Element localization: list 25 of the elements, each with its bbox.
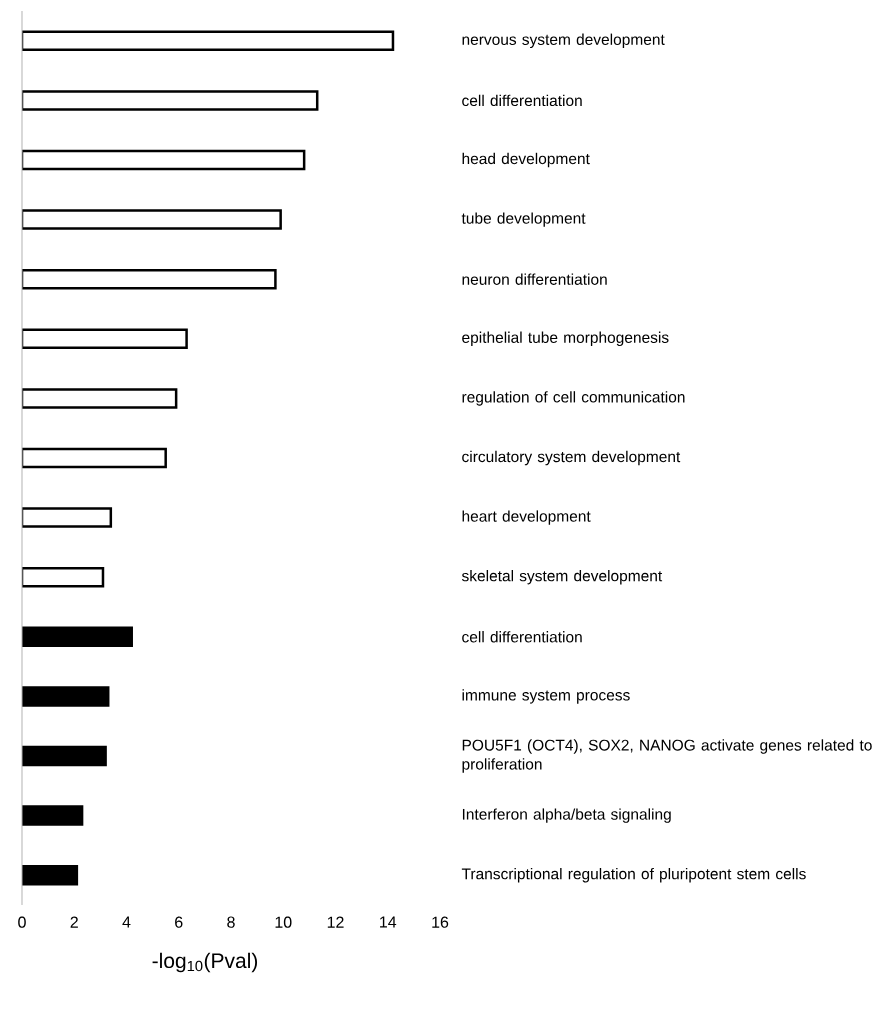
y-tick-label: heart development	[462, 510, 591, 525]
y-tick-label: nervous system development	[462, 33, 665, 49]
x-tick-label: 12	[327, 916, 344, 928]
y-tick-label: tube development	[461, 212, 586, 227]
y-tick-label: POU5F1 (OCT4), SOX2, NANOG activate genes related to proliferation	[462, 739, 872, 773]
y-tick-label: neuron differentiation	[462, 273, 607, 285]
y-tick-label: epithelial tube morphogenesis	[462, 331, 669, 347]
y-tick-label: circulatory system development	[462, 450, 681, 466]
y-tick-label: cell differentiation	[462, 94, 582, 107]
x-tick-label: 10	[275, 916, 292, 928]
x-tick-label: 4	[122, 916, 131, 928]
y-tick-label: Interferon alpha/beta signaling	[463, 808, 671, 823]
x-tick-label: 0	[18, 916, 26, 928]
x-tick-label: 2	[70, 916, 78, 928]
y-tick-label: head development	[462, 152, 590, 168]
y-tick-label: skeletal system development	[462, 569, 663, 585]
x-tick-label: 6	[175, 916, 183, 928]
y-tick-label: cell differentiation	[462, 631, 582, 643]
y-tick-label: Transcriptional regulation of pluripotent stem cells	[461, 867, 806, 883]
x-tick-label: 14	[380, 916, 397, 928]
x-tick-label: 8	[227, 916, 235, 928]
y-tick-label: regulation of cell communication	[462, 391, 685, 406]
x-tick-label: 16	[432, 916, 449, 928]
x-axis-title: -log$_{10}$(Pval)	[152, 952, 258, 973]
y-tick-label: immune system process	[462, 689, 630, 704]
